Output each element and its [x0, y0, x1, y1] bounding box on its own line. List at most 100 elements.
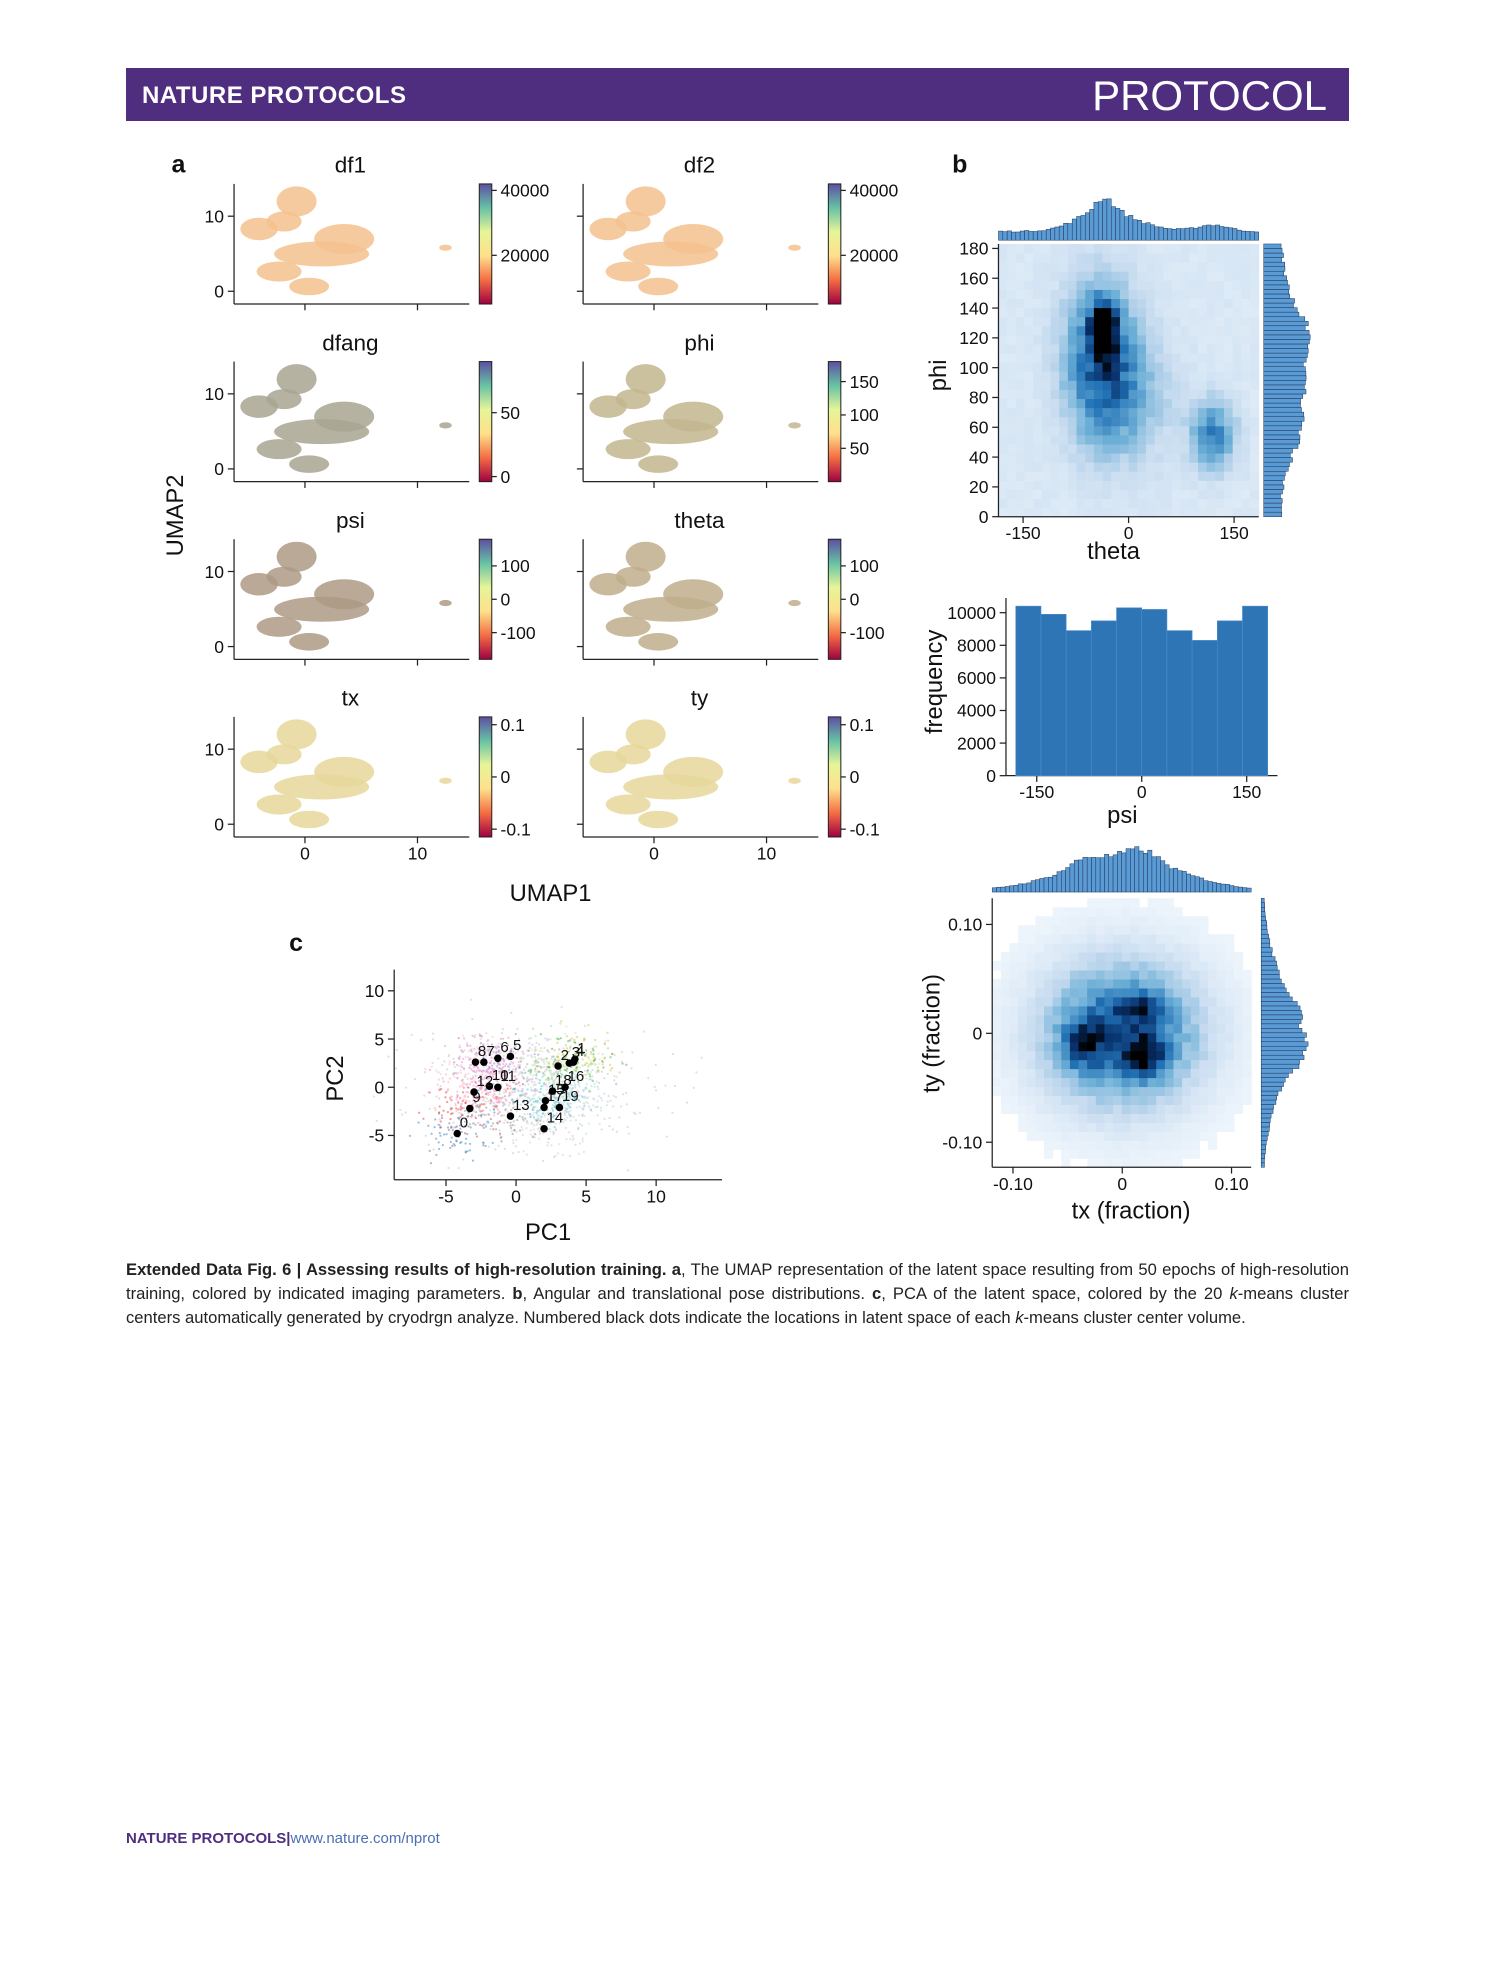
- pca-point: [501, 1028, 505, 1031]
- pca-point: [545, 1085, 548, 1088]
- density-cell: [1189, 489, 1199, 500]
- pca-point: [582, 1107, 585, 1111]
- density-cell: [1052, 925, 1062, 935]
- pca-point: [583, 1038, 586, 1041]
- pca-point: [573, 1081, 576, 1084]
- y-tick-label: 10: [205, 384, 225, 404]
- marginal-bar: [1263, 343, 1308, 349]
- density-cell: [992, 987, 1002, 998]
- density-cell: [1044, 987, 1054, 998]
- marginal-bar: [1163, 228, 1168, 241]
- journal-name: NATURE PROTOCOLS: [142, 82, 407, 109]
- density-cell: [1087, 1086, 1097, 1097]
- density-cell: [1145, 262, 1156, 272]
- umap-cluster: [289, 455, 330, 473]
- density-cell: [1018, 978, 1028, 989]
- pca-point: [488, 1047, 492, 1050]
- density-cell: [1182, 1032, 1192, 1043]
- density-cell: [1076, 262, 1086, 272]
- density-cell: [1059, 498, 1069, 509]
- density-cell: [1087, 978, 1097, 989]
- density-cell: [1078, 1131, 1088, 1141]
- density-cell: [1208, 1077, 1218, 1088]
- density-cell: [1033, 380, 1043, 390]
- pca-point: [535, 1119, 538, 1122]
- pca-point: [497, 1098, 501, 1101]
- density-cell: [1085, 489, 1095, 500]
- density-cell: [1206, 371, 1216, 381]
- density-cell: [1128, 271, 1138, 281]
- pca-point: [449, 1117, 452, 1121]
- density-cell: [1250, 434, 1260, 445]
- pca-point: [511, 1123, 514, 1127]
- pca-point: [485, 1077, 489, 1080]
- density-cell: [1225, 952, 1235, 962]
- density-cell: [998, 343, 1008, 354]
- pca-point: [597, 1081, 601, 1085]
- pca-point: [516, 1027, 519, 1031]
- density-cell: [1000, 1077, 1010, 1088]
- pca-point: [507, 1065, 510, 1068]
- density-cell: [1076, 507, 1086, 518]
- density-cell: [1224, 480, 1234, 490]
- density-cell: [1026, 1032, 1036, 1043]
- pca-point: [586, 1101, 589, 1105]
- pca-point: [496, 1044, 499, 1048]
- density-cell: [1163, 498, 1173, 509]
- marginal-bar: [1260, 1144, 1267, 1150]
- density-cell: [1015, 353, 1025, 363]
- density-cell: [1102, 434, 1112, 445]
- density-cell: [1145, 243, 1156, 254]
- density-cell: [1189, 353, 1199, 363]
- density-cell: [1137, 425, 1147, 436]
- density-cell: [1024, 480, 1034, 490]
- density-cell: [1041, 398, 1052, 409]
- density-cell: [1059, 298, 1069, 309]
- density-cell: [1113, 1005, 1123, 1016]
- pca-point: [564, 1076, 567, 1079]
- marginal-bar: [1015, 231, 1021, 241]
- header-bar: NATURE PROTOCOLS PROTOCOL: [126, 68, 1349, 121]
- pca-point: [472, 1099, 475, 1102]
- density-cell: [998, 362, 1008, 372]
- density-cell: [1052, 1104, 1062, 1114]
- pca-point: [474, 1065, 477, 1068]
- pca-point: [573, 1052, 577, 1055]
- pca-point: [491, 1035, 494, 1039]
- pca-point: [546, 1038, 549, 1041]
- pca-point: [538, 1126, 541, 1130]
- pca-point: [508, 1063, 511, 1066]
- pca-point: [588, 1073, 591, 1076]
- pca-point: [452, 1057, 455, 1060]
- pca-point: [580, 1078, 583, 1082]
- marginal-bar: [1154, 226, 1160, 241]
- caption-run: c: [872, 1284, 882, 1303]
- pca-point: [468, 1066, 471, 1069]
- pca-point: [575, 1077, 578, 1080]
- pca-point: [552, 1063, 555, 1066]
- density-cell: [1061, 1140, 1071, 1150]
- pca-point: [499, 1042, 502, 1046]
- pca-point: [562, 1103, 565, 1106]
- density-cell: [1121, 996, 1131, 1007]
- pca-point: [526, 1054, 530, 1057]
- density-cell: [1145, 480, 1156, 490]
- density-cell: [1087, 1068, 1097, 1079]
- density-cell: [1215, 253, 1225, 263]
- cluster-label: 11: [500, 1068, 516, 1085]
- pca-point: [581, 1114, 584, 1117]
- density-cell: [1190, 961, 1200, 971]
- pca-point: [424, 1068, 427, 1071]
- density-cell: [1197, 280, 1208, 290]
- pca-point: [562, 1118, 566, 1121]
- pca-point: [464, 1117, 468, 1121]
- density-cell: [1033, 480, 1043, 490]
- density-cell: [1216, 952, 1226, 962]
- density-cell: [1015, 425, 1025, 436]
- pca-point: [529, 1077, 532, 1081]
- density-cell: [1102, 480, 1112, 490]
- density-cell: [1041, 262, 1052, 272]
- pca-point: [464, 1151, 467, 1154]
- density-cell: [1087, 996, 1097, 1007]
- marginal-bar: [1186, 873, 1192, 893]
